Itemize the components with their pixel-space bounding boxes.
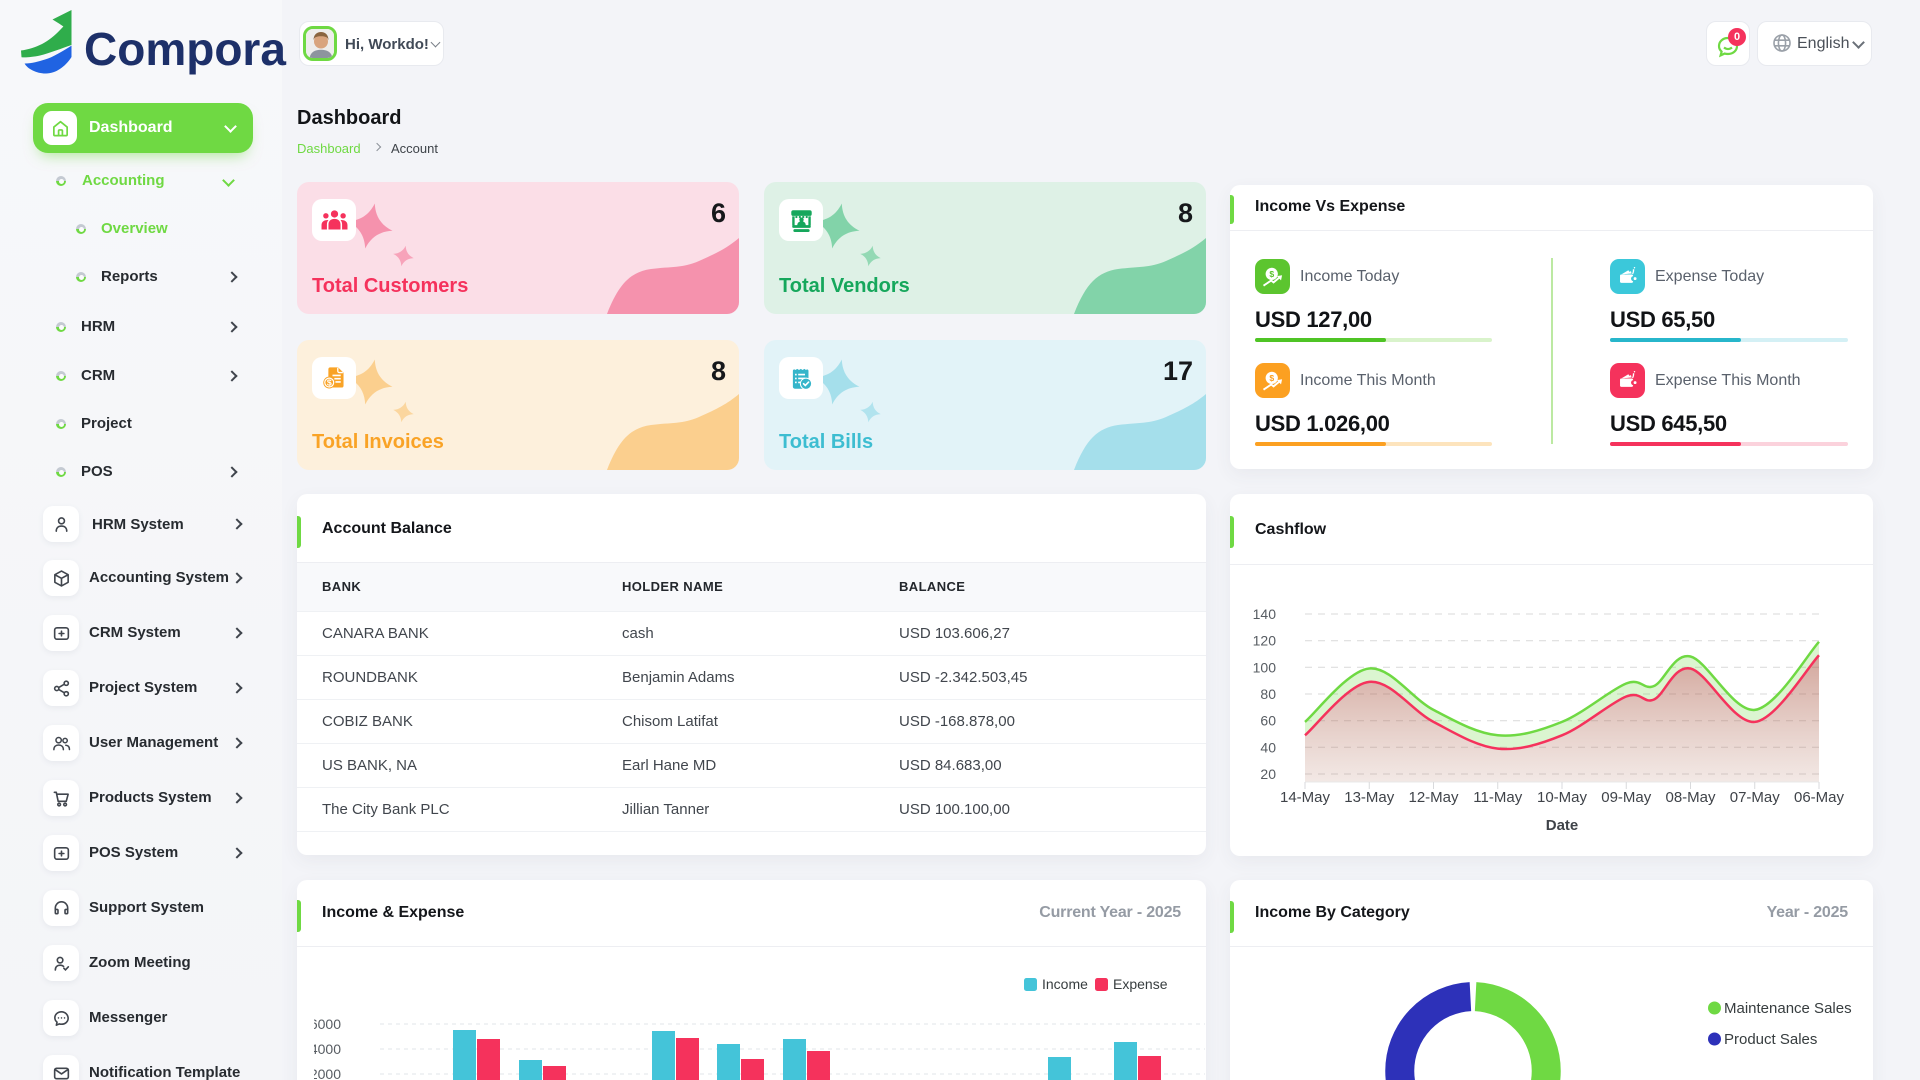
- svg-text:100: 100: [1253, 659, 1277, 675]
- svg-text:$: $: [1269, 373, 1274, 383]
- svg-text:Maintenance Sales: Maintenance Sales: [1724, 1000, 1852, 1017]
- svg-text:6000: 6000: [310, 1016, 341, 1032]
- svg-text:140: 140: [1253, 606, 1277, 622]
- svg-text:60: 60: [1260, 713, 1276, 729]
- svg-text:4000: 4000: [310, 1041, 341, 1057]
- svg-text:07-May: 07-May: [1730, 789, 1781, 806]
- svg-text:06-May: 06-May: [1794, 789, 1845, 806]
- svg-text:09-May: 09-May: [1601, 789, 1652, 806]
- svg-text:2000: 2000: [310, 1066, 341, 1080]
- svg-text:Expense: Expense: [1113, 976, 1168, 992]
- svg-text:10-May: 10-May: [1537, 789, 1588, 806]
- svg-text:08-May: 08-May: [1665, 789, 1716, 806]
- svg-text:120: 120: [1253, 633, 1277, 649]
- svg-text:40: 40: [1260, 739, 1276, 755]
- svg-text:$: $: [327, 378, 332, 388]
- svg-text:80: 80: [1260, 686, 1276, 702]
- svg-text:11-May: 11-May: [1473, 789, 1522, 806]
- svg-text:Product Sales: Product Sales: [1724, 1031, 1817, 1048]
- svg-text:12-May: 12-May: [1408, 789, 1459, 806]
- svg-text:$: $: [1269, 269, 1274, 279]
- svg-text:Date: Date: [1546, 817, 1579, 834]
- svg-text:14-May: 14-May: [1280, 789, 1331, 806]
- svg-text:Compora: Compora: [84, 23, 286, 75]
- svg-text:13-May: 13-May: [1344, 789, 1395, 806]
- svg-text:20: 20: [1260, 766, 1276, 782]
- svg-text:Income: Income: [1042, 976, 1088, 992]
